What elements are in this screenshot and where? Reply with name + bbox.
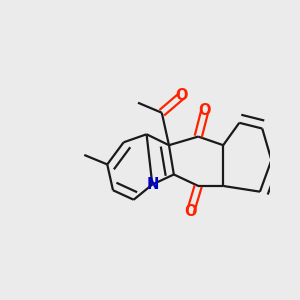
Text: N: N bbox=[146, 177, 158, 192]
Text: O: O bbox=[176, 88, 188, 103]
Text: O: O bbox=[199, 103, 211, 118]
Text: O: O bbox=[184, 204, 197, 219]
